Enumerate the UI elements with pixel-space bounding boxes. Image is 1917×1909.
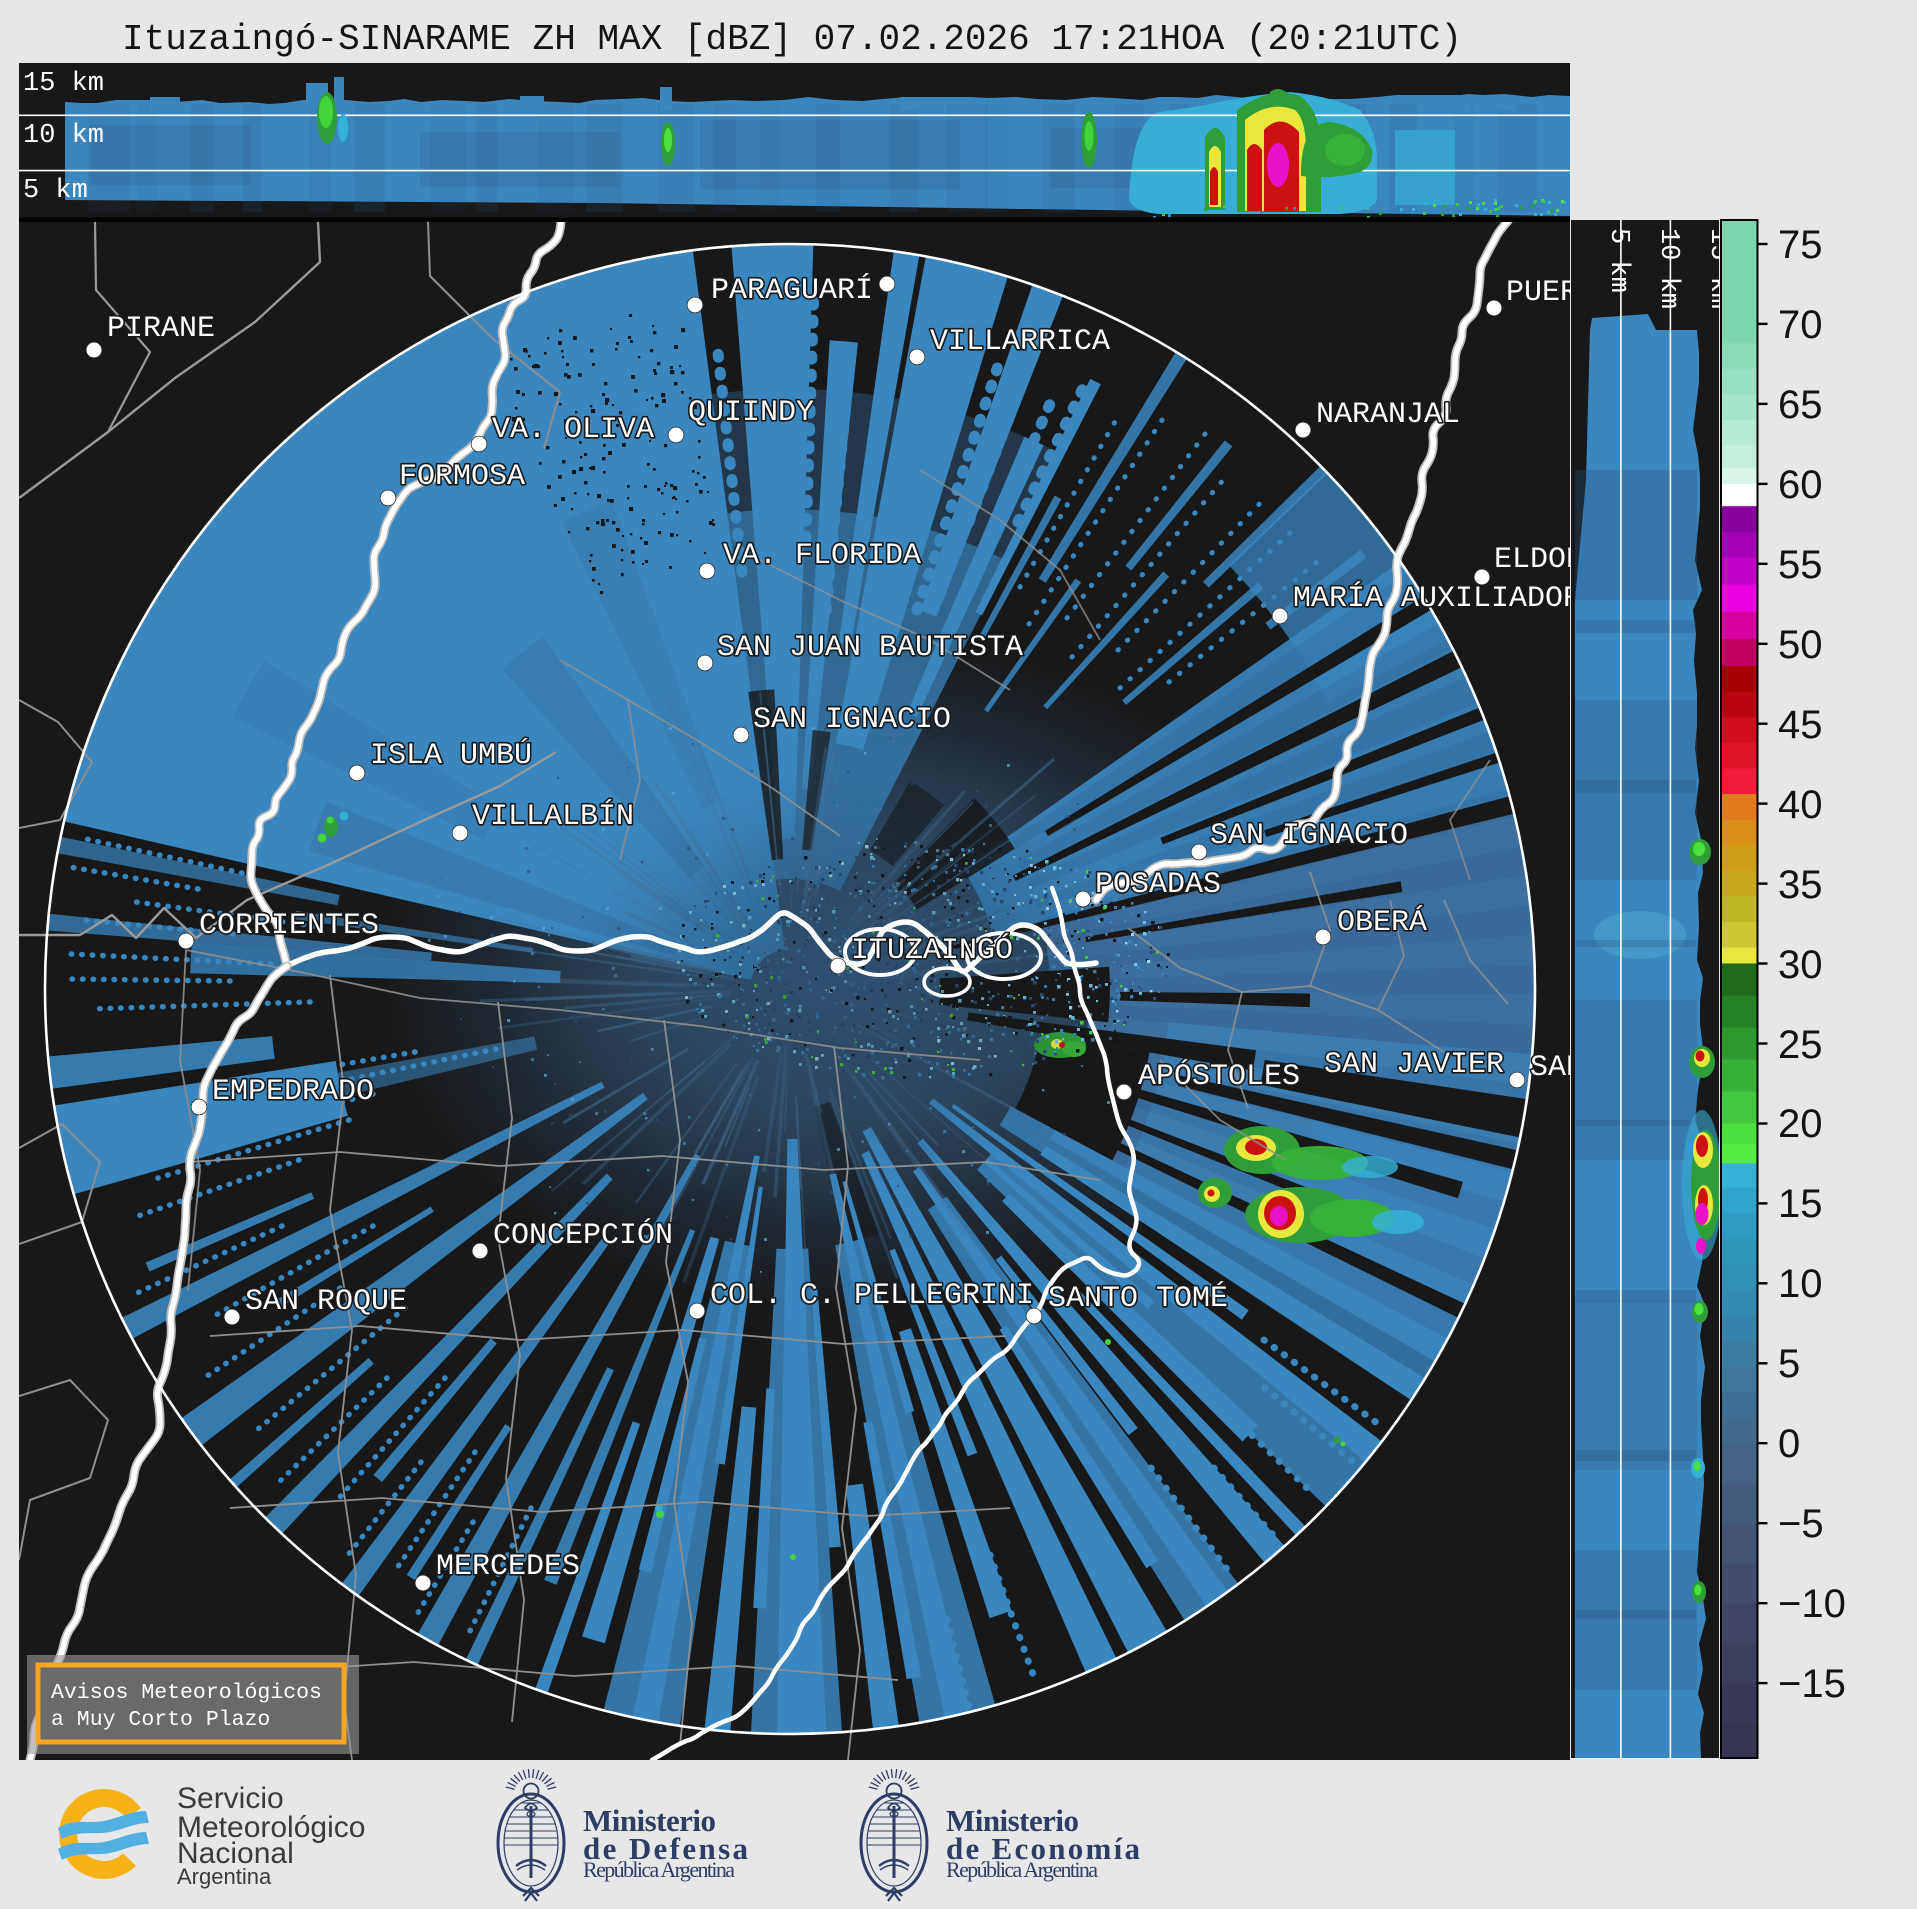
svg-text:a Muy Corto Plazo: a Muy Corto Plazo — [51, 1708, 270, 1732]
svg-text:COL. C. PELLEGRINI: COL. C. PELLEGRINI — [710, 1279, 1034, 1313]
svg-text:APÓSTOLES: APÓSTOLES — [1138, 1059, 1300, 1094]
svg-text:PIRANE: PIRANE — [107, 312, 215, 346]
svg-text:ITUZAINGÓ: ITUZAINGÓ — [851, 933, 1013, 968]
svg-text:VILLALBÍN: VILLALBÍN — [472, 799, 634, 834]
svg-text:30: 30 — [1778, 943, 1823, 987]
svg-text:SAN IGNACIO: SAN IGNACIO — [1210, 819, 1408, 853]
svg-text:QUIINDY: QUIINDY — [688, 396, 814, 430]
svg-text:60: 60 — [1778, 463, 1823, 507]
svg-text:SANTO TOMÉ: SANTO TOMÉ — [1048, 1281, 1228, 1316]
svg-text:Argentina: Argentina — [177, 1864, 272, 1889]
svg-text:VA. FLORIDA: VA. FLORIDA — [723, 539, 921, 573]
svg-text:−10: −10 — [1778, 1582, 1846, 1626]
svg-text:−15: −15 — [1778, 1662, 1846, 1706]
svg-text:República Argentina: República Argentina — [946, 1857, 1098, 1882]
svg-text:70: 70 — [1778, 303, 1823, 347]
svg-text:Meteorológico: Meteorológico — [177, 1811, 365, 1844]
svg-text:MARÍA AUXILIADORA: MARÍA AUXILIADORA — [1293, 581, 1599, 616]
svg-text:0: 0 — [1778, 1422, 1800, 1466]
svg-text:Servicio: Servicio — [177, 1782, 284, 1815]
svg-text:SAN JAVIER: SAN JAVIER — [1324, 1048, 1504, 1082]
svg-text:NARANJAL: NARANJAL — [1316, 398, 1460, 432]
svg-text:de Economía: de Economía — [946, 1831, 1141, 1866]
svg-text:10 km: 10 km — [23, 121, 104, 151]
svg-text:5 km: 5 km — [1603, 228, 1633, 293]
svg-text:SAN JUAN BAUTISTA: SAN JUAN BAUTISTA — [717, 631, 1023, 665]
svg-text:PUERTO R: PUERTO R — [1506, 276, 1650, 310]
svg-text:PARAGUARÍ: PARAGUARÍ — [711, 273, 873, 308]
svg-text:20: 20 — [1778, 1102, 1823, 1146]
svg-text:50: 50 — [1778, 623, 1823, 667]
svg-text:ISLA UMBÚ: ISLA UMBÚ — [370, 738, 532, 773]
svg-text:Ministerio: Ministerio — [583, 1803, 716, 1838]
svg-text:de Defensa: de Defensa — [583, 1831, 749, 1866]
svg-text:SAN IGNACIO: SAN IGNACIO — [753, 703, 951, 737]
svg-text:OBERÁ: OBERÁ — [1337, 905, 1427, 940]
svg-text:MERCEDES: MERCEDES — [436, 1550, 580, 1584]
svg-text:35: 35 — [1778, 863, 1823, 907]
svg-text:FORMOSA: FORMOSA — [399, 460, 525, 494]
svg-text:55: 55 — [1778, 543, 1823, 587]
svg-text:5: 5 — [1778, 1342, 1800, 1386]
svg-text:10: 10 — [1778, 1262, 1823, 1306]
svg-text:5 km: 5 km — [23, 176, 88, 206]
svg-text:Avisos Meteorológicos: Avisos Meteorológicos — [51, 1681, 322, 1705]
svg-text:POSADAS: POSADAS — [1095, 868, 1221, 902]
svg-text:VILLARRICA: VILLARRICA — [930, 325, 1110, 359]
svg-text:Ituzaingó-SINARAME ZH MAX [dBZ: Ituzaingó-SINARAME ZH MAX [dBZ] 07.02.20… — [122, 19, 1462, 60]
svg-text:15 km: 15 km — [23, 69, 104, 99]
svg-text:CORRIENTES: CORRIENTES — [199, 909, 379, 943]
svg-text:República Argentina: República Argentina — [583, 1857, 735, 1882]
svg-text:SAN ROQUE: SAN ROQUE — [245, 1285, 407, 1319]
svg-text:ELDORADO: ELDORADO — [1494, 543, 1638, 577]
svg-text:10 km: 10 km — [1653, 228, 1683, 309]
svg-text:75: 75 — [1778, 223, 1823, 267]
svg-text:15: 15 — [1778, 1182, 1823, 1226]
svg-text:65: 65 — [1778, 383, 1823, 427]
svg-text:40: 40 — [1778, 783, 1823, 827]
svg-text:VA. OLIVA: VA. OLIVA — [492, 413, 654, 447]
svg-text:SAN V: SAN V — [1530, 1051, 1620, 1085]
svg-text:Ministerio: Ministerio — [946, 1803, 1079, 1838]
svg-text:CONCEPCIÓN: CONCEPCIÓN — [493, 1218, 673, 1253]
svg-text:EMPEDRADO: EMPEDRADO — [212, 1075, 374, 1109]
svg-text:45: 45 — [1778, 703, 1823, 747]
svg-text:Nacional: Nacional — [177, 1837, 294, 1870]
svg-text:−5: −5 — [1778, 1502, 1824, 1546]
svg-text:25: 25 — [1778, 1023, 1823, 1067]
